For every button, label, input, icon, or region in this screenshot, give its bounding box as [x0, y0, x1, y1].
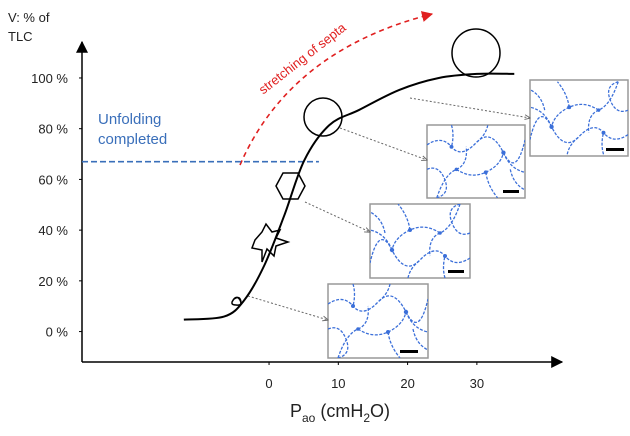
x-tick-label: 10 [331, 376, 345, 391]
stretch-annotation: stretching of septa [256, 19, 350, 97]
micrographs [328, 80, 628, 358]
y-tick-label: 100 % [31, 71, 68, 86]
y-axis-label-line: TLC [8, 29, 33, 44]
y-tick-label: 80 % [38, 122, 68, 137]
x-tick-label: 20 [400, 376, 414, 391]
unfolding-label: Unfolding [98, 111, 161, 128]
x-axis-label-part: O) [370, 401, 390, 421]
chart: V: % of TLC Pao (cmH2O) stretching of sep… [0, 0, 630, 431]
y-tick-label: 40 % [38, 223, 68, 238]
x-tick-label: 30 [470, 376, 484, 391]
x-axis-label-part: (cmH [315, 401, 363, 421]
y-tick-label: 0 % [46, 325, 69, 340]
x-axis-label: Pao (cmH2O) [290, 401, 390, 425]
x-axis-label-part: P [290, 401, 302, 421]
x-tick-label: 0 [265, 376, 272, 391]
unfolding-label: completed [98, 131, 167, 148]
x-axis-label-part: ao [302, 411, 316, 425]
y-axis-label-line: V: % of [8, 10, 50, 25]
y-tick-label: 20 % [38, 274, 68, 289]
unfolding-annotation: Unfolding completed [82, 111, 319, 162]
y-axis-label: V: % of TLC [8, 10, 50, 44]
y-tick-label: 60 % [38, 172, 68, 187]
